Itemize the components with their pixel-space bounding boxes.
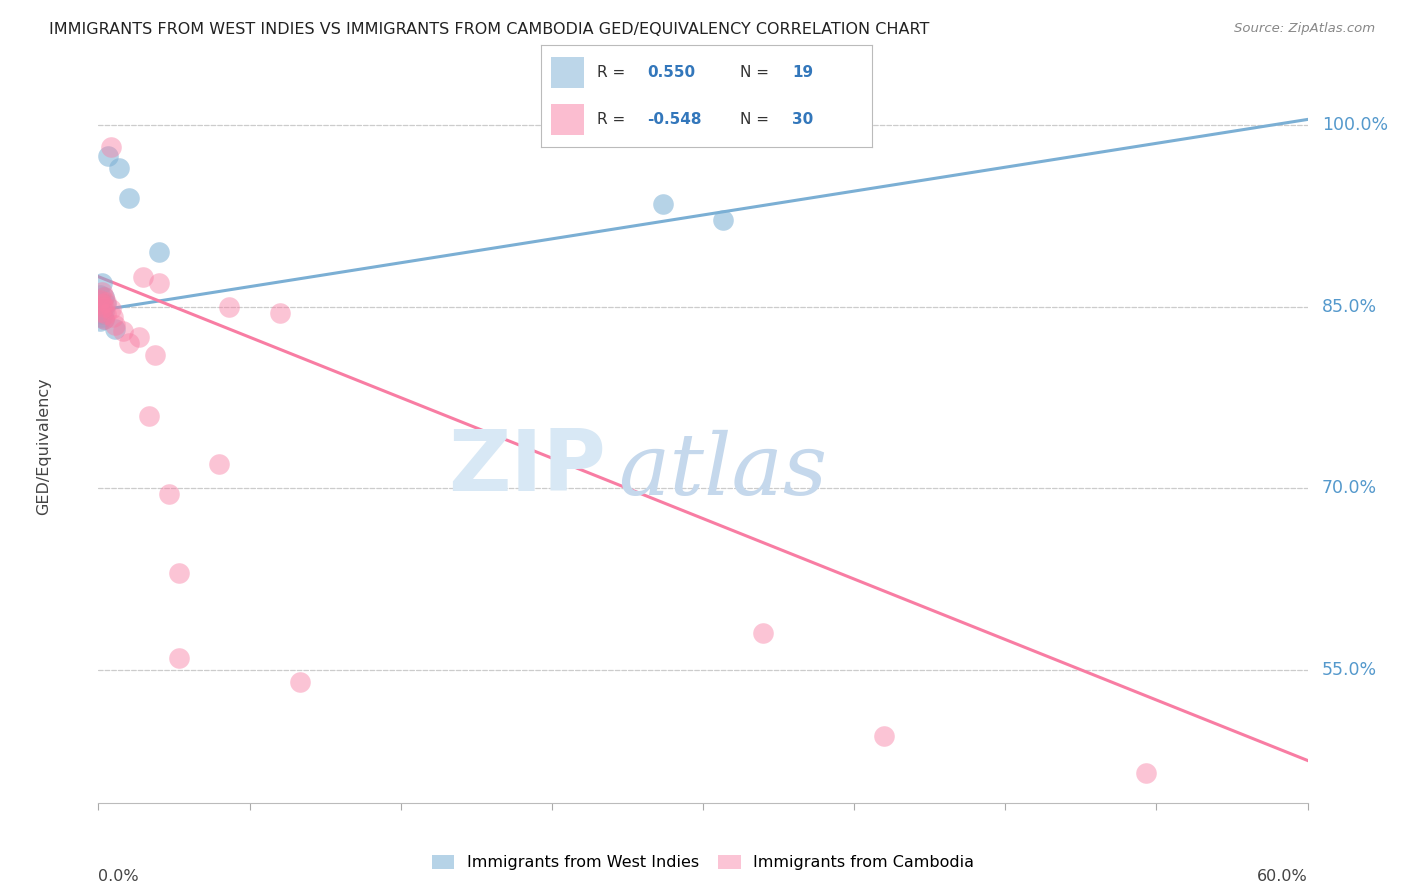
Text: R =: R =: [598, 112, 631, 127]
Point: [89, 293, 111, 308]
Point: [91, 297, 114, 311]
Text: 55.0%: 55.0%: [1322, 661, 1378, 679]
Text: 30: 30: [793, 112, 814, 127]
Text: 19: 19: [793, 65, 814, 79]
Point: [93, 300, 115, 314]
Legend: Immigrants from West Indies, Immigrants from Cambodia: Immigrants from West Indies, Immigrants …: [426, 848, 980, 877]
Point: [93, 312, 115, 326]
Point: [143, 348, 166, 362]
Point: [138, 409, 160, 423]
Text: 60.0%: 60.0%: [1257, 870, 1308, 884]
Point: [91, 285, 114, 300]
Point: [100, 140, 122, 154]
Text: GED/Equivalency: GED/Equivalency: [37, 377, 52, 515]
Point: [93, 290, 115, 304]
Point: [711, 212, 734, 227]
Point: [91, 302, 114, 317]
Text: IMMIGRANTS FROM WEST INDIES VS IMMIGRANTS FROM CAMBODIA GED/EQUIVALENCY CORRELAT: IMMIGRANTS FROM WEST INDIES VS IMMIGRANT…: [49, 22, 929, 37]
Point: [148, 276, 170, 290]
Point: [89, 293, 111, 307]
Point: [89, 314, 111, 328]
Point: [89, 300, 111, 314]
Point: [103, 321, 125, 335]
Point: [100, 302, 122, 317]
Point: [103, 318, 125, 332]
Point: [101, 310, 124, 324]
Text: 85.0%: 85.0%: [1322, 298, 1378, 316]
Point: [167, 650, 190, 665]
Point: [132, 269, 155, 284]
Text: 70.0%: 70.0%: [1322, 479, 1378, 498]
Text: 0.0%: 0.0%: [98, 870, 139, 884]
Point: [157, 487, 180, 501]
Point: [269, 306, 291, 320]
Text: R =: R =: [598, 65, 631, 79]
Point: [1135, 765, 1157, 780]
Point: [208, 457, 231, 471]
Point: [873, 729, 896, 743]
Point: [93, 312, 115, 326]
Point: [96, 295, 118, 310]
Point: [93, 290, 115, 304]
Point: [218, 300, 240, 314]
Point: [93, 304, 115, 318]
Point: [91, 276, 114, 290]
Text: 0.550: 0.550: [647, 65, 695, 79]
Point: [111, 324, 134, 338]
Text: Source: ZipAtlas.com: Source: ZipAtlas.com: [1234, 22, 1375, 36]
Point: [91, 307, 114, 321]
FancyBboxPatch shape: [551, 57, 585, 87]
Point: [167, 566, 190, 580]
Point: [96, 307, 118, 321]
Point: [128, 330, 150, 344]
Point: [752, 626, 775, 640]
FancyBboxPatch shape: [551, 104, 585, 135]
Point: [107, 161, 129, 175]
Point: [288, 674, 311, 689]
Text: N =: N =: [740, 112, 773, 127]
Point: [651, 197, 673, 211]
Text: -0.548: -0.548: [647, 112, 702, 127]
Point: [89, 304, 111, 318]
Point: [96, 297, 118, 311]
Text: ZIP: ZIP: [449, 425, 606, 509]
Point: [97, 149, 120, 163]
Text: atlas: atlas: [619, 430, 828, 512]
Point: [148, 245, 170, 260]
Point: [118, 191, 141, 205]
Point: [91, 310, 114, 324]
Text: 100.0%: 100.0%: [1322, 117, 1388, 135]
Text: N =: N =: [740, 65, 773, 79]
Point: [118, 336, 141, 351]
Point: [89, 288, 111, 302]
